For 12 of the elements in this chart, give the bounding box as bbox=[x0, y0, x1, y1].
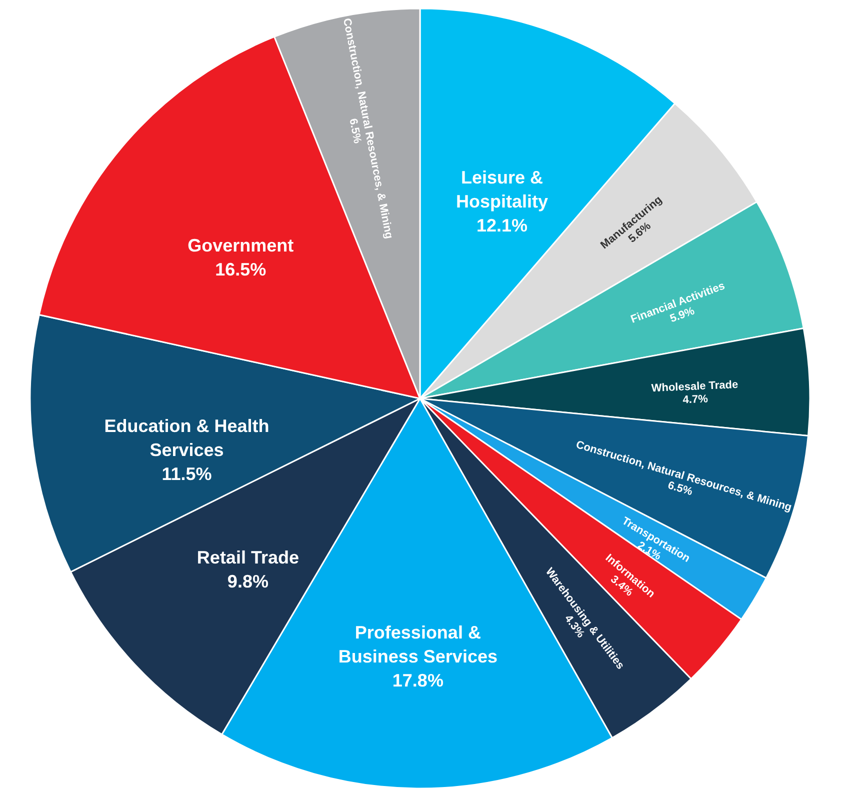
data-label: 17.8% bbox=[392, 670, 444, 690]
slice-label: Wholesale Trade bbox=[651, 378, 738, 395]
slice-label: Retail Trade bbox=[196, 548, 299, 568]
slice-label: Professional & Business Services bbox=[338, 622, 498, 666]
data-label: 12.1% bbox=[476, 215, 528, 236]
slice-label: Government bbox=[188, 236, 294, 256]
slice-label: Education & Health Services bbox=[104, 416, 270, 460]
data-label: 16.5% bbox=[215, 260, 266, 280]
data-label: 4.7% bbox=[682, 393, 708, 406]
data-label: 9.8% bbox=[227, 572, 268, 592]
data-label: 11.5% bbox=[162, 464, 212, 484]
slice-label: Leisure & Hospitality bbox=[456, 167, 548, 212]
